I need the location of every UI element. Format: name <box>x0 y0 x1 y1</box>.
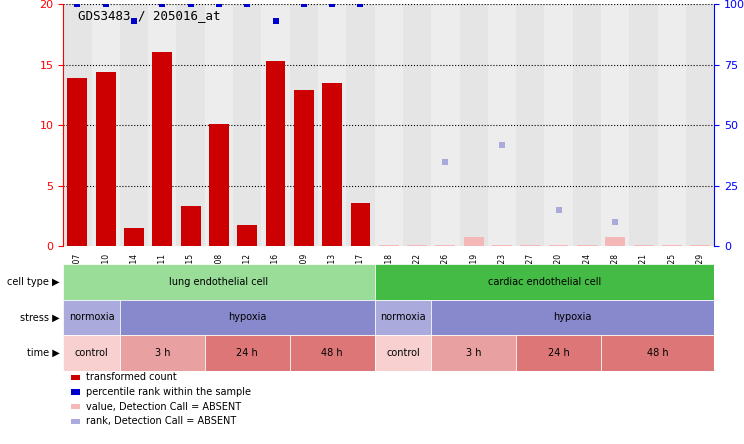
Bar <box>209 124 229 246</box>
Bar <box>233 4 261 246</box>
Bar <box>460 4 488 246</box>
Text: 24 h: 24 h <box>548 348 569 358</box>
Bar <box>205 335 289 371</box>
Text: percentile rank within the sample: percentile rank within the sample <box>86 387 251 397</box>
Bar <box>181 206 201 246</box>
Bar <box>516 335 601 371</box>
Bar <box>432 4 460 246</box>
Bar <box>492 245 512 246</box>
Bar <box>629 4 658 246</box>
Bar <box>516 4 545 246</box>
Bar <box>686 4 714 246</box>
Text: time ▶: time ▶ <box>27 348 60 358</box>
Text: normoxia: normoxia <box>380 313 426 322</box>
Bar <box>124 228 144 246</box>
Bar <box>403 4 432 246</box>
Text: rank, Detection Call = ABSENT: rank, Detection Call = ABSENT <box>86 416 236 426</box>
Bar <box>548 245 568 246</box>
Bar <box>322 83 342 246</box>
Bar <box>205 4 233 246</box>
Bar <box>153 52 172 246</box>
Bar <box>63 335 120 371</box>
Bar <box>634 245 653 246</box>
Text: lung endothelial cell: lung endothelial cell <box>170 277 269 287</box>
Bar <box>266 61 286 246</box>
Text: hypoxia: hypoxia <box>228 313 266 322</box>
Text: control: control <box>74 348 109 358</box>
Bar <box>520 245 540 246</box>
Text: cell type ▶: cell type ▶ <box>7 277 60 287</box>
Text: 3 h: 3 h <box>155 348 170 358</box>
Bar <box>92 4 120 246</box>
Bar <box>350 203 371 246</box>
Bar <box>120 300 374 335</box>
Text: value, Detection Call = ABSENT: value, Detection Call = ABSENT <box>86 402 241 412</box>
Bar <box>432 300 714 335</box>
Bar <box>690 245 710 246</box>
Bar <box>63 4 92 246</box>
Bar <box>374 335 432 371</box>
Bar <box>432 335 516 371</box>
Bar <box>318 4 346 246</box>
Bar <box>577 245 597 246</box>
Text: hypoxia: hypoxia <box>554 313 592 322</box>
Text: 48 h: 48 h <box>321 348 343 358</box>
Bar <box>464 237 484 246</box>
Text: control: control <box>386 348 420 358</box>
Bar <box>662 245 682 246</box>
Bar <box>407 245 427 246</box>
Bar <box>374 300 432 335</box>
Bar <box>374 4 403 246</box>
Bar <box>261 4 289 246</box>
Bar <box>63 264 374 300</box>
Text: stress ▶: stress ▶ <box>20 313 60 322</box>
Bar <box>63 300 120 335</box>
Bar <box>374 264 714 300</box>
Text: transformed count: transformed count <box>86 373 176 382</box>
Bar <box>289 4 318 246</box>
Bar <box>68 78 87 246</box>
Text: cardiac endothelial cell: cardiac endothelial cell <box>488 277 601 287</box>
Bar <box>120 4 148 246</box>
Text: 48 h: 48 h <box>647 348 668 358</box>
Bar <box>294 90 314 246</box>
Bar <box>96 72 115 246</box>
Text: 24 h: 24 h <box>237 348 258 358</box>
Bar <box>120 335 205 371</box>
Bar <box>601 4 629 246</box>
Bar <box>346 4 374 246</box>
Text: normoxia: normoxia <box>68 313 115 322</box>
Bar <box>435 245 455 246</box>
Text: 3 h: 3 h <box>466 348 481 358</box>
Bar <box>148 4 176 246</box>
Bar <box>545 4 573 246</box>
Bar <box>289 335 374 371</box>
Text: GDS3483 / 205016_at: GDS3483 / 205016_at <box>78 9 221 22</box>
Bar <box>379 245 399 246</box>
Bar <box>488 4 516 246</box>
Bar <box>237 225 257 246</box>
Bar <box>601 335 714 371</box>
Bar <box>658 4 686 246</box>
Bar <box>176 4 205 246</box>
Bar <box>573 4 601 246</box>
Bar <box>606 237 625 246</box>
